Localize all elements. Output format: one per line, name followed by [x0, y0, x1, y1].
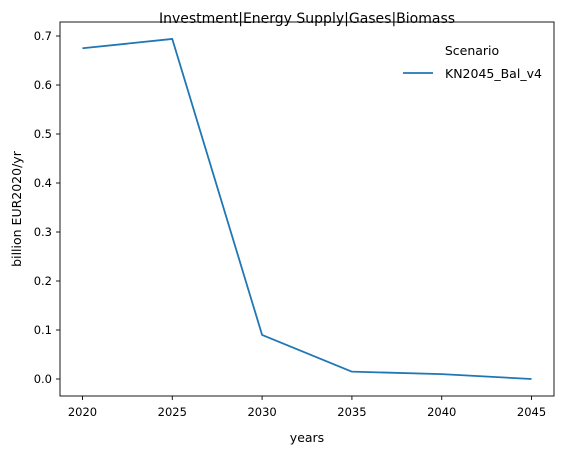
y-tick-label: 0.6: [34, 78, 52, 92]
y-tick-label: 0.2: [34, 274, 52, 288]
x-tick-label: 2035: [337, 405, 366, 419]
legend: Scenario KN2045_Bal_v4: [403, 43, 542, 81]
y-axis-label: billion EUR2020/yr: [9, 150, 24, 267]
x-tick-label: 2030: [247, 405, 276, 419]
legend-title: Scenario: [445, 43, 499, 58]
y-tick-label: 0.1: [34, 323, 52, 337]
x-tick-label: 2025: [158, 405, 187, 419]
plot-area: 2020 2025 2030 2035 2040 2045 0.0 0.1 0.2 0.3 0.4 0…: [34, 29, 546, 419]
x-tick-label: 2020: [68, 405, 97, 419]
y-tick-label: 0.5: [34, 127, 52, 141]
plot-frame: [59, 21, 555, 397]
chart-title: Investment|Energy Supply|Gases|Biomass: [159, 11, 455, 27]
x-tick-label: 2045: [517, 405, 546, 419]
y-tick-label: 0.7: [34, 29, 52, 43]
y-tick-label: 0.3: [34, 225, 52, 239]
y-tick-label: 0.0: [34, 372, 52, 386]
x-axis-label: years: [290, 430, 324, 445]
legend-label-kn2045-bal-v4: KN2045_Bal_v4: [445, 66, 542, 81]
y-tick-label: 0.4: [34, 176, 52, 190]
series-line-kn2045-bal-v4: [82, 38, 532, 380]
x-tick-label: 2040: [427, 405, 456, 419]
